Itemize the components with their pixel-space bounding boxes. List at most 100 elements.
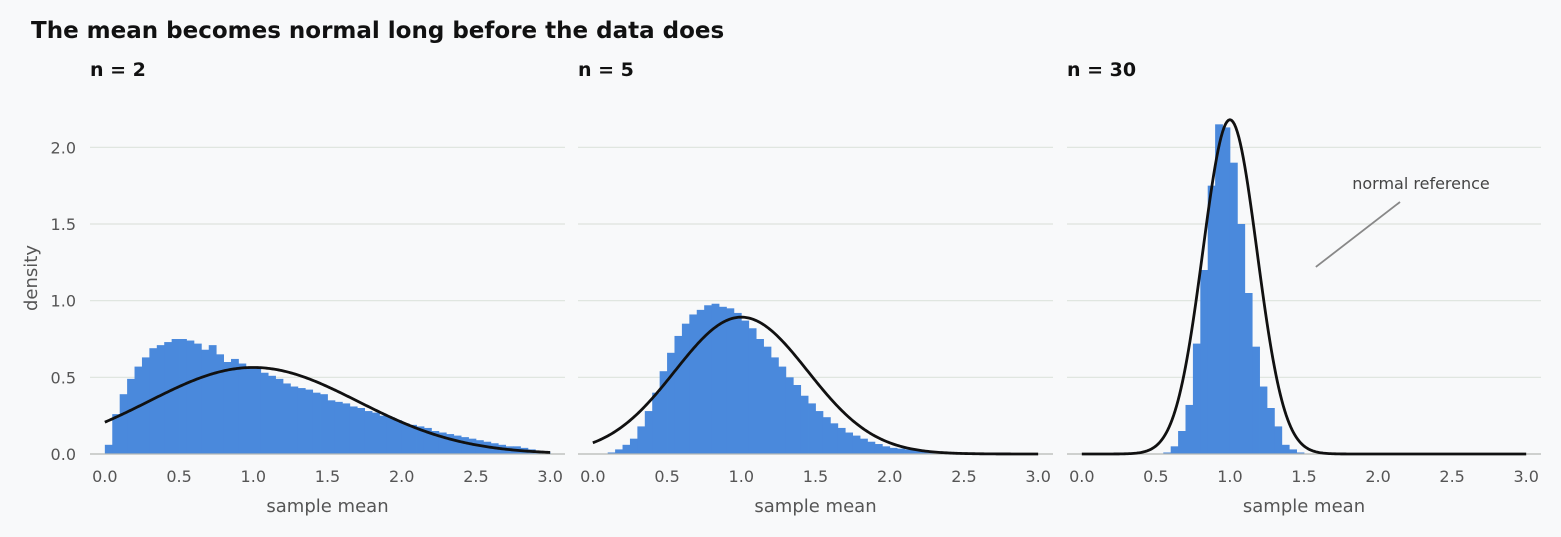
histogram-bar	[201, 349, 210, 454]
histogram-bar	[238, 363, 247, 454]
histogram-bar	[860, 438, 868, 454]
y-tick-label: 1.0	[51, 292, 76, 311]
panels: 0.0 0.5 1.0 1.5 2.0 2.5 3.0 0.0 0.5 1.0 1.5 2.0 n = …	[21, 59, 1541, 517]
histogram-bar	[245, 366, 254, 454]
histogram-bar	[607, 452, 616, 454]
histogram-bar	[297, 388, 306, 454]
normal-reference-curve	[104, 366, 551, 454]
histogram-bar	[208, 345, 217, 454]
x-tick-label: 0.0	[580, 467, 605, 486]
histogram-bar	[231, 358, 239, 454]
y-axis-label: density	[21, 245, 42, 311]
histogram-bar	[386, 417, 395, 454]
x-tick-label: 1.5	[315, 467, 340, 486]
histogram-bar	[453, 435, 462, 454]
panel-title: n = 5	[578, 59, 634, 81]
x-tick-label: 2.5	[463, 467, 488, 486]
histogram-bar	[401, 423, 410, 454]
x-tick-label: 0.5	[1143, 467, 1168, 486]
histogram-bar	[475, 440, 484, 454]
histogram-bar	[134, 366, 143, 454]
x-tick-label: 2.5	[951, 467, 976, 486]
histogram-bar	[364, 411, 373, 454]
histogram-bar	[282, 383, 291, 454]
histogram-bar	[867, 441, 876, 454]
chart-title: The mean becomes normal long before the …	[31, 18, 724, 44]
histogram-bar	[889, 447, 898, 454]
histogram-bar	[1296, 452, 1305, 454]
histogram-bar	[1289, 449, 1297, 454]
normal-reference-curve	[592, 315, 1039, 456]
histogram-bar	[1192, 343, 1201, 454]
x-tick-label: 2.0	[1365, 467, 1390, 486]
histogram-bar	[1222, 127, 1231, 455]
histogram-bar	[461, 437, 469, 454]
histogram-bar	[1274, 426, 1283, 454]
histogram-bar	[629, 438, 638, 454]
histogram-bar	[275, 378, 284, 454]
histogram-bar	[741, 320, 750, 454]
histogram-bar	[1185, 404, 1194, 454]
histogram-bar	[141, 357, 150, 454]
histogram-bar	[1163, 452, 1172, 454]
histogram-bar	[127, 378, 135, 454]
histogram-bar	[726, 308, 735, 454]
histogram-bar	[1215, 124, 1223, 454]
histogram-bar	[793, 385, 802, 454]
histogram-bar	[622, 444, 631, 454]
histogram-bar	[438, 432, 447, 454]
histogram-bar	[253, 368, 262, 454]
histogram-bar	[193, 343, 202, 454]
histogram-bar	[394, 420, 403, 454]
histogram-bar	[815, 411, 824, 454]
histogram-bar	[119, 394, 128, 454]
histogram-bar	[334, 401, 343, 454]
histogram-bar	[327, 400, 336, 454]
histogram-bar	[644, 411, 653, 454]
histogram-bar	[785, 377, 794, 454]
histogram-bar	[468, 438, 477, 454]
histogram-bar	[416, 426, 425, 454]
x-tick-label: 1.0	[241, 467, 266, 486]
histogram-bar	[882, 446, 891, 454]
histogram-bar	[290, 386, 299, 454]
histogram-bar	[446, 434, 455, 454]
histogram-bar	[268, 375, 276, 454]
histogram-bar	[704, 305, 712, 454]
histogram-bar	[216, 354, 224, 454]
histogram-bar	[357, 408, 366, 454]
x-tick-label: 2.0	[389, 467, 414, 486]
histogram-bar	[1266, 408, 1275, 454]
histogram-bar	[431, 431, 440, 454]
histogram-bar	[1252, 346, 1260, 454]
histogram-bar	[104, 444, 113, 454]
histogram-bar	[756, 339, 764, 454]
histogram-bar	[897, 448, 905, 454]
panel-1: 0.0 0.5 1.0 1.5 2.0 2.5 3.0 0.0 0.5 1.0 1.5 2.0 n = …	[21, 59, 565, 517]
panel-3: 0.0 0.5 1.0 1.5 2.0 2.5 3.0 n = 30 sample mean no…	[1067, 59, 1541, 517]
x-tick-label: 1.5	[1291, 467, 1316, 486]
histogram-bar	[667, 352, 675, 454]
histogram-bar	[800, 395, 809, 454]
histogram-bar	[874, 444, 883, 454]
x-tick-label: 1.5	[803, 467, 828, 486]
histogram-bar	[305, 389, 314, 454]
panel-title: n = 2	[90, 59, 146, 81]
histogram-bar	[652, 392, 661, 454]
histogram-bar	[733, 312, 742, 454]
histogram-bar	[822, 417, 831, 454]
histogram-bar	[1178, 431, 1186, 454]
histogram-bar	[149, 348, 158, 454]
histogram-bar	[674, 335, 683, 454]
histogram-bar	[164, 342, 173, 454]
annotation-line	[1315, 201, 1401, 268]
histogram-bar	[911, 450, 920, 454]
histogram-bar	[919, 450, 928, 454]
histogram-bar	[260, 372, 269, 454]
histogram-bar	[112, 414, 121, 454]
x-tick-label: 1.0	[729, 467, 754, 486]
histogram-bar	[1229, 162, 1238, 454]
histogram-bar	[845, 432, 854, 454]
histogram-bar	[179, 339, 187, 454]
annotation-text: normal reference	[1352, 174, 1490, 193]
